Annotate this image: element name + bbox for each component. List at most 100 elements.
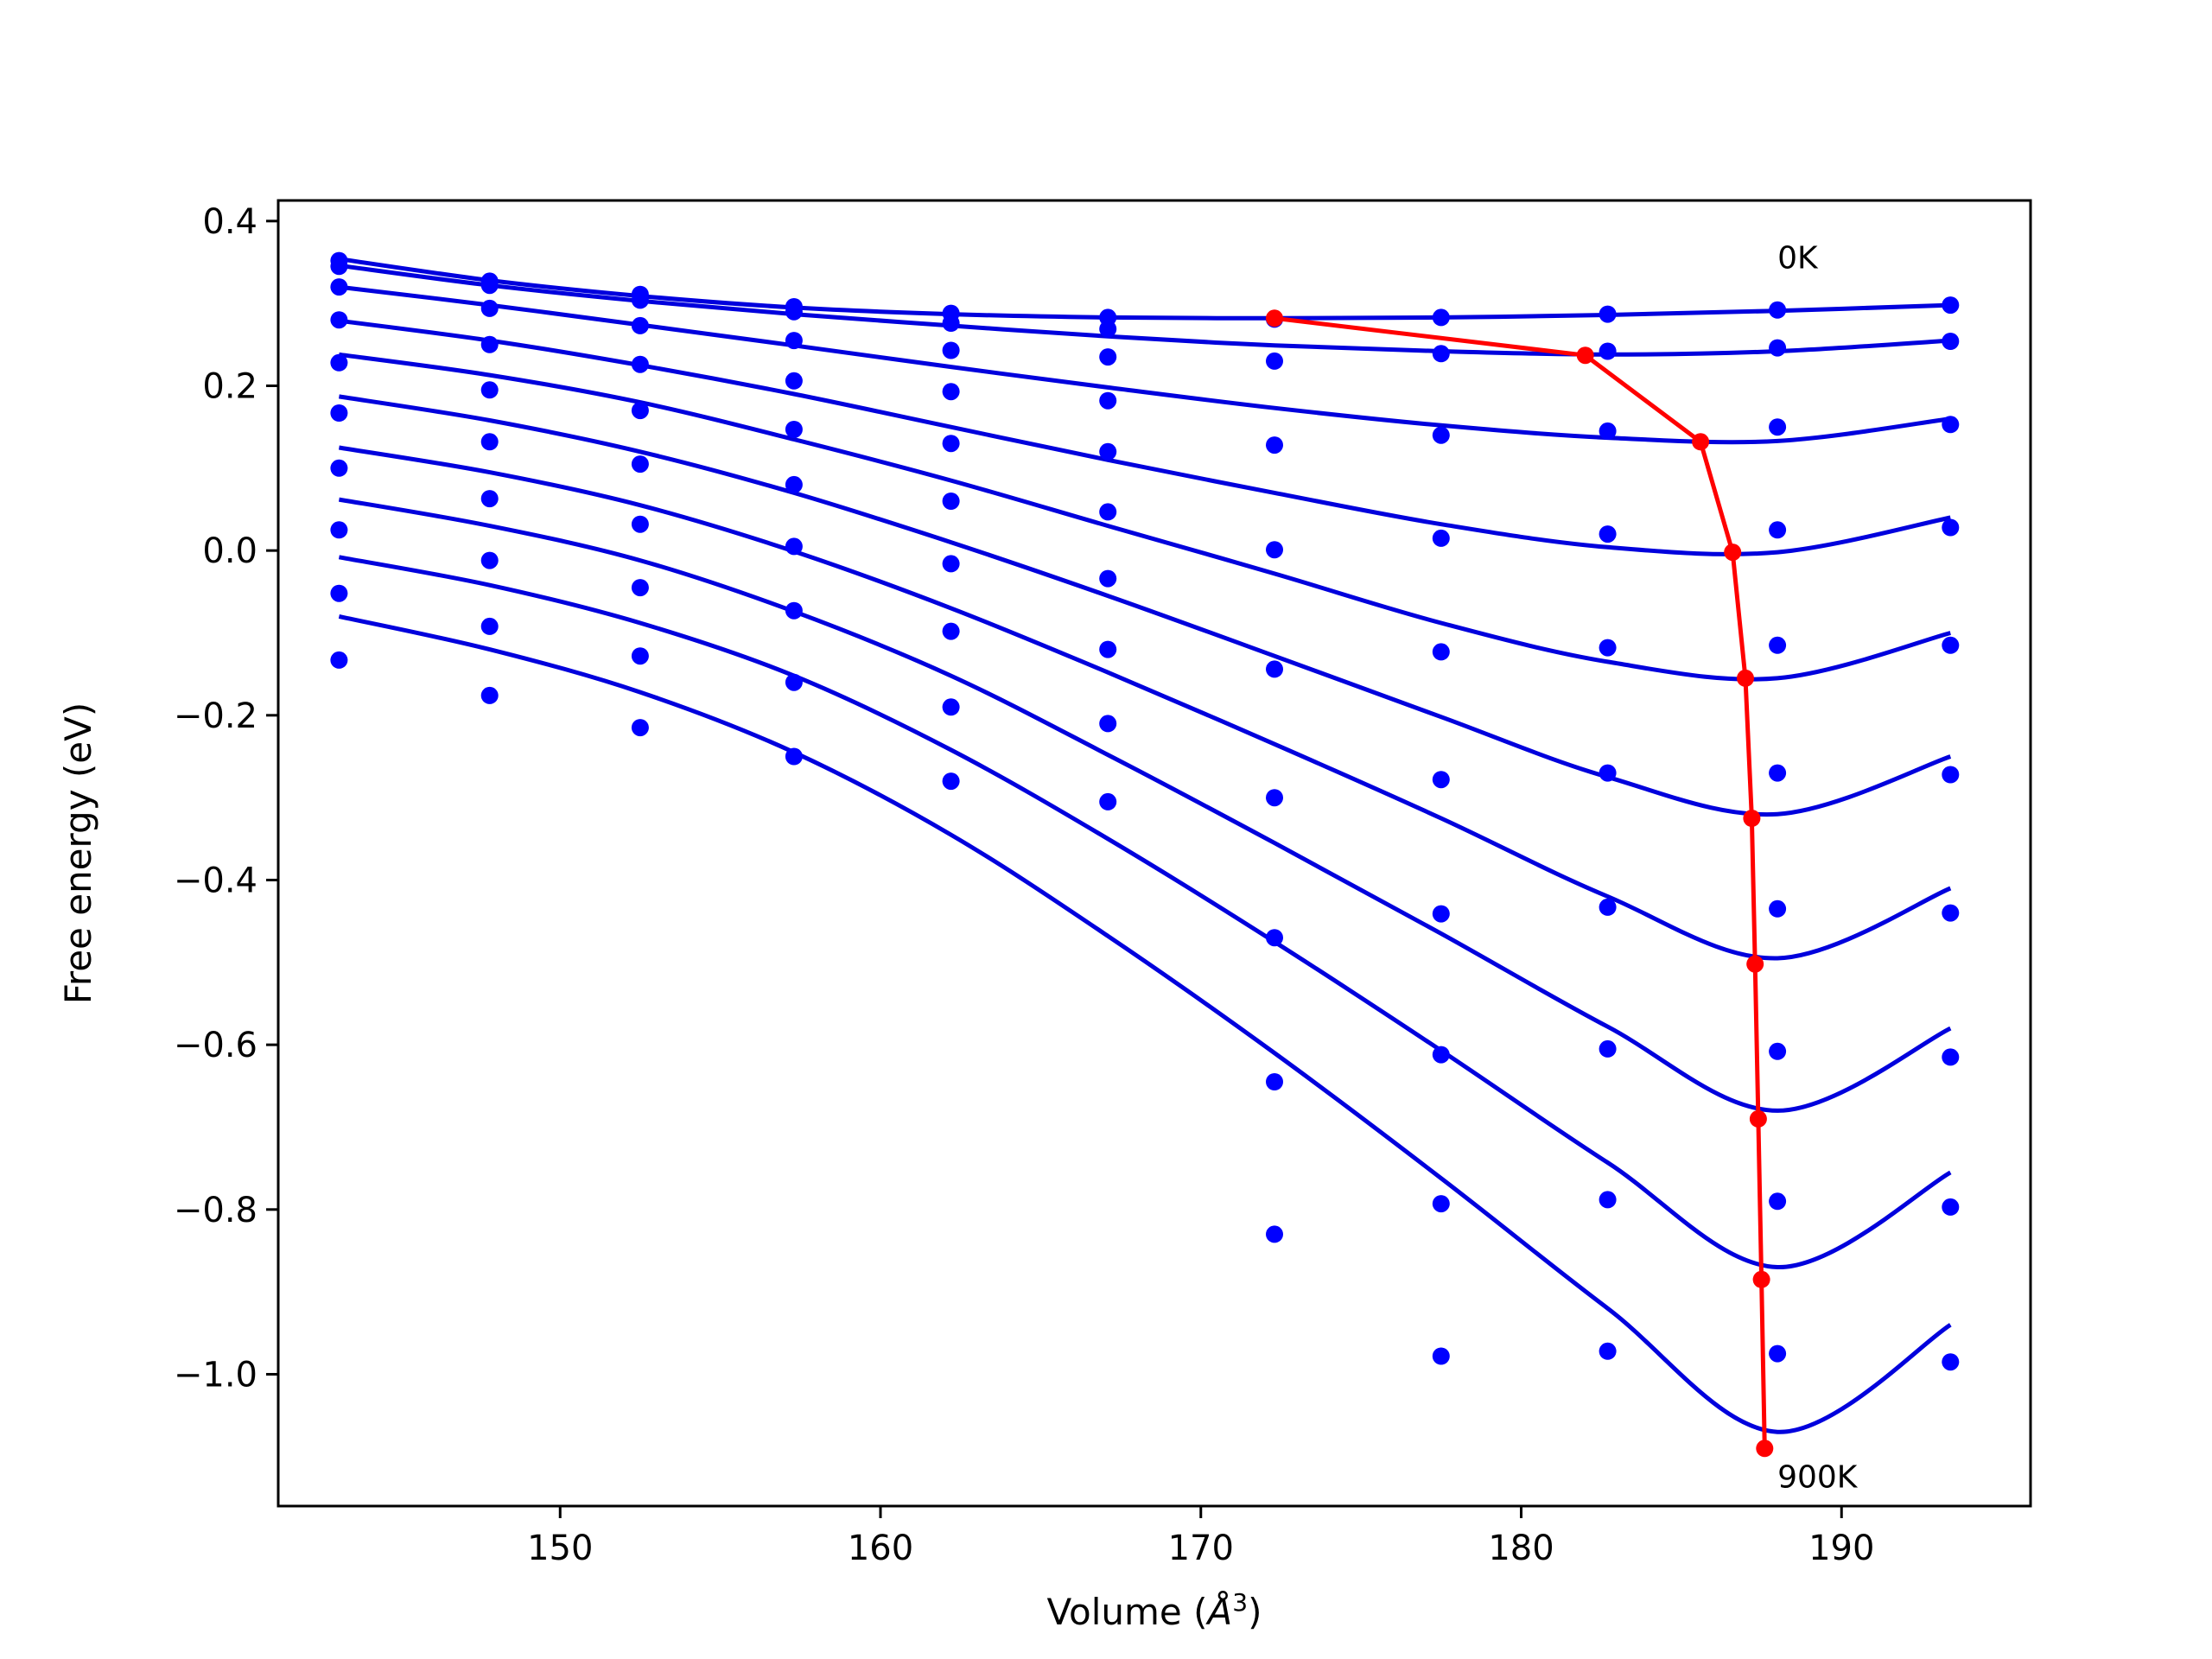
y-tick-label: 0.4 xyxy=(202,202,257,242)
data-point-500k-7 xyxy=(1432,771,1450,789)
data-point-400k-5 xyxy=(1099,442,1117,461)
y-tick-label: −0.8 xyxy=(174,1191,257,1230)
data-point-0k-7 xyxy=(1432,308,1450,327)
data-point-800k-6 xyxy=(1266,1073,1283,1090)
data-point-600k-1 xyxy=(480,490,499,508)
data-point-700k-8 xyxy=(1599,1039,1617,1058)
minimum-point-2 xyxy=(1692,433,1710,451)
data-point-900k-9 xyxy=(1769,1344,1787,1363)
data-point-500k-0 xyxy=(330,404,348,422)
data-point-400k-10 xyxy=(1942,636,1960,654)
data-point-600k-5 xyxy=(1099,569,1117,588)
data-point-800k-0 xyxy=(330,584,348,602)
data-point-200k-6 xyxy=(1266,352,1283,370)
data-point-200k-4 xyxy=(942,341,960,359)
data-point-600k-8 xyxy=(1599,898,1617,916)
data-point-800k-8 xyxy=(1599,1191,1617,1209)
data-point-900k-7 xyxy=(1432,1347,1450,1365)
fit-curve-600k xyxy=(338,445,1952,961)
annotation-label: 900K xyxy=(1777,1460,1859,1496)
data-point-700k-0 xyxy=(330,521,348,539)
data-point-0k-8 xyxy=(1599,305,1617,323)
data-point-600k-3 xyxy=(785,537,803,556)
data-point-700k-9 xyxy=(1769,1042,1787,1060)
data-point-500k-3 xyxy=(785,475,803,493)
minimum-point-8 xyxy=(1752,1270,1770,1288)
data-point-100k-4 xyxy=(942,315,960,332)
data-point-800k-5 xyxy=(1099,715,1117,733)
data-point-800k-7 xyxy=(1432,1195,1450,1213)
data-point-200k-8 xyxy=(1599,422,1617,440)
fit-curve-500k xyxy=(339,394,1952,817)
data-point-900k-4 xyxy=(942,772,960,791)
data-point-900k-3 xyxy=(785,747,803,766)
fit-curve-300k xyxy=(339,318,1951,556)
data-point-100k-9 xyxy=(1769,339,1787,357)
minimum-point-1 xyxy=(1576,346,1594,365)
data-point-400k-3 xyxy=(785,421,803,438)
plot-frame xyxy=(276,199,2032,1508)
data-point-800k-4 xyxy=(942,698,960,716)
data-point-600k-0 xyxy=(330,459,348,477)
data-point-0k-10 xyxy=(1942,296,1960,315)
data-point-400k-2 xyxy=(631,402,649,420)
fit-curve-800k xyxy=(338,555,1952,1270)
data-point-300k-1 xyxy=(480,335,499,353)
y-tick-label: −1.0 xyxy=(174,1355,257,1395)
y-tick-label: −0.2 xyxy=(174,696,257,736)
x-axis-label-close: ) xyxy=(1248,1591,1262,1633)
x-axis-label: Volume (Å3) xyxy=(1047,1588,1262,1633)
data-point-700k-4 xyxy=(942,622,960,640)
data-point-800k-10 xyxy=(1942,1198,1960,1216)
data-point-900k-8 xyxy=(1599,1342,1617,1360)
data-point-200k-9 xyxy=(1769,418,1787,436)
data-point-600k-6 xyxy=(1266,789,1283,807)
data-point-300k-0 xyxy=(330,311,348,329)
fit-curve-200k xyxy=(339,284,1951,445)
plot-marks xyxy=(330,251,1960,1458)
data-point-600k-10 xyxy=(1942,904,1960,922)
minimum-point-4 xyxy=(1737,669,1754,687)
data-point-400k-6 xyxy=(1266,541,1283,559)
data-point-100k-8 xyxy=(1599,342,1617,360)
data-point-400k-4 xyxy=(942,435,960,453)
fit-curve-100k xyxy=(339,263,1951,357)
annotations: 0K 900K xyxy=(1777,241,1859,1496)
x-axis-label-exponent: 3 xyxy=(1232,1588,1248,1617)
x-tick-label: 190 xyxy=(1808,1529,1874,1568)
data-point-200k-3 xyxy=(785,332,803,350)
x-tick-label: 160 xyxy=(848,1529,913,1568)
minimum-point-5 xyxy=(1743,810,1761,827)
data-point-200k-2 xyxy=(631,316,649,334)
fit-curve-900k xyxy=(338,613,1952,1434)
data-point-100k-0 xyxy=(330,257,348,276)
data-point-500k-5 xyxy=(1099,503,1117,521)
fit-curve-0k xyxy=(339,257,1951,321)
data-point-500k-1 xyxy=(480,433,499,451)
data-point-300k-4 xyxy=(942,383,960,401)
data-point-500k-9 xyxy=(1769,764,1787,782)
data-point-100k-2 xyxy=(631,291,649,309)
minimum-point-3 xyxy=(1724,543,1742,562)
data-point-900k-0 xyxy=(330,651,348,669)
y-tick-label: −0.6 xyxy=(174,1026,257,1065)
y-tick-label: 0.2 xyxy=(202,366,257,406)
data-point-700k-5 xyxy=(1099,640,1117,658)
data-point-900k-10 xyxy=(1942,1353,1960,1371)
data-point-800k-1 xyxy=(480,617,499,635)
minimum-point-7 xyxy=(1749,1109,1767,1128)
fit-curve-700k xyxy=(338,497,1952,1113)
data-point-400k-1 xyxy=(480,381,499,399)
minimum-point-6 xyxy=(1746,955,1764,973)
data-point-700k-2 xyxy=(631,579,649,597)
data-point-400k-9 xyxy=(1769,636,1787,654)
data-point-400k-0 xyxy=(330,353,348,372)
data-point-600k-9 xyxy=(1769,899,1787,918)
minimum-point-0 xyxy=(1266,309,1283,327)
data-point-200k-0 xyxy=(330,278,348,296)
data-point-400k-8 xyxy=(1599,639,1617,657)
data-point-900k-1 xyxy=(480,686,499,704)
data-point-300k-9 xyxy=(1769,521,1787,539)
data-point-700k-6 xyxy=(1266,929,1283,947)
